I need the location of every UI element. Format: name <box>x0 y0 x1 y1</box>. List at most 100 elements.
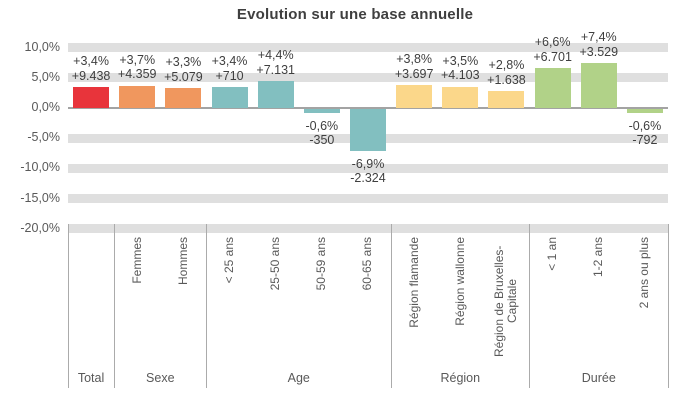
category-label: 50-59 ans <box>314 237 329 291</box>
bar-percent-label: -6,9% <box>351 156 385 171</box>
bar-data-label: -0,6% -350 <box>285 119 359 148</box>
y-axis-tick-label: -20,0% <box>20 220 60 235</box>
gridline-band <box>68 224 668 234</box>
bar-data-label: +4,4% +7.131 <box>239 48 313 77</box>
category-group-separator <box>390 224 392 388</box>
category-label-cell: < 1 an <box>530 237 576 369</box>
y-axis-tick-label: 10,0% <box>24 39 60 54</box>
bar-data-label: +3,3% +5.079 <box>146 55 220 84</box>
bar-value-label: +5.079 <box>164 69 203 84</box>
y-axis-tick-label: -10,0% <box>20 160 60 175</box>
bar-value-label: +7.131 <box>256 62 295 77</box>
category-group-separator <box>67 224 69 388</box>
group-axis-label: Age <box>287 371 310 385</box>
bar-value-label: +4.359 <box>117 67 157 82</box>
bar <box>73 87 110 108</box>
category-label-cell: Région wallonne <box>437 237 483 369</box>
bar-percent-label: +4,4% <box>257 48 294 63</box>
category-label-cell: 50-59 ans <box>299 237 345 369</box>
bar-percent-label: +6,6% <box>534 35 571 50</box>
category-label-cell: Région de Bruxelles-Capitale <box>483 237 529 369</box>
bar-value-label: +9.438 <box>71 68 111 83</box>
bar-percent-label: +3,5% <box>442 53 479 68</box>
bar-data-label: +3,4% +9.438 <box>54 54 128 83</box>
category-label: < 25 ans <box>222 237 237 284</box>
bar-percent-label: +7,4% <box>580 30 617 45</box>
bar <box>488 91 525 108</box>
category-label: 1-2 ans <box>591 237 606 278</box>
bar-data-label: +3,8% +3.697 <box>377 52 451 81</box>
bar-data-label: -6,9% -2.324 <box>331 157 405 186</box>
bar-data-label: +2,8% +1.638 <box>469 58 543 87</box>
gridline-band <box>68 194 668 204</box>
category-label: Région de Bruxelles-Capitale <box>492 245 520 357</box>
category-label-cell: 2 ans ou plus <box>622 237 668 369</box>
category-label: 25-50 ans <box>268 237 283 291</box>
zero-axis-line <box>68 107 668 109</box>
bar <box>626 109 663 113</box>
bar-value-label: -350 <box>309 133 335 148</box>
category-label-cell: Femmes <box>114 237 160 369</box>
group-axis-label: Région <box>440 371 481 385</box>
bar <box>303 109 340 113</box>
bar-percent-label: +2,8% <box>488 58 525 73</box>
gridline-band <box>68 73 668 83</box>
bar-percent-label: -0,6% <box>305 118 339 133</box>
bar <box>257 81 294 108</box>
category-label-cell: Hommes <box>160 237 206 369</box>
y-axis-tick-label: 0,0% <box>31 100 61 114</box>
bar <box>211 87 248 108</box>
bar-value-label: -2.324 <box>350 171 386 186</box>
category-label: Hommes <box>175 237 190 286</box>
bar-value-label: +4.103 <box>441 68 480 83</box>
y-axis-tick-label: 5,0% <box>31 69 61 84</box>
category-label: Région wallonne <box>452 237 467 326</box>
category-label: Région flamande <box>406 237 421 328</box>
bar-value-label: +710 <box>215 68 244 83</box>
bar-value-label: +3.529 <box>579 44 619 59</box>
bar-value-label: +3.697 <box>394 66 434 81</box>
bar <box>350 109 386 151</box>
y-axis-tick-label: -5,0% <box>27 130 60 145</box>
bar-data-label: -0,6% -792 <box>608 119 682 148</box>
bar <box>580 63 617 108</box>
category-label: 60-65 ans <box>360 237 375 291</box>
gridline-band <box>68 163 668 173</box>
category-label-cell: 25-50 ans <box>253 237 299 369</box>
category-group-separator <box>529 224 531 388</box>
bar-percent-label: +3,8% <box>396 52 433 67</box>
category-group-separator <box>667 224 669 388</box>
group-axis-label: Total <box>77 371 105 385</box>
bar-data-label: +3,4% +710 <box>193 54 267 83</box>
gridline-band <box>68 43 668 53</box>
bar-percent-label: +3,4% <box>211 54 248 69</box>
bar <box>534 68 571 108</box>
bar-value-label: +6.701 <box>533 49 572 64</box>
category-group-separator <box>113 224 115 388</box>
category-label-cell: < 25 ans <box>206 237 252 369</box>
category-label-cell: Région flamande <box>391 237 437 369</box>
bar-data-label: +7,4% +3.529 <box>562 30 636 59</box>
bar-data-label: +3,7% +4.359 <box>100 53 174 82</box>
category-group-separator <box>205 224 207 388</box>
category-label: < 1 an <box>545 237 560 271</box>
category-label-cell: 1-2 ans <box>576 237 622 369</box>
category-label: Femmes <box>129 237 144 284</box>
bar-percent-label: +3,4% <box>73 54 109 69</box>
bar <box>442 86 479 108</box>
y-axis-tick-label: -15,0% <box>20 190 60 205</box>
group-axis-label: Durée <box>581 371 616 385</box>
bar <box>119 85 156 108</box>
bar-data-label: +6,6% +6.701 <box>516 35 590 64</box>
bar-percent-label: -0,6% <box>628 118 662 133</box>
bar-percent-label: +3,7% <box>119 52 156 67</box>
bar-percent-label: +3,3% <box>165 55 202 70</box>
bar-value-label: +1.638 <box>487 72 526 87</box>
bar <box>165 88 202 108</box>
bar-value-label: -792 <box>632 133 658 148</box>
category-label-cell: 60-65 ans <box>345 237 391 369</box>
bar-data-label: +3,5% +4.103 <box>423 54 497 83</box>
category-label: 2 ans ou plus <box>637 237 652 309</box>
bar <box>396 85 433 108</box>
